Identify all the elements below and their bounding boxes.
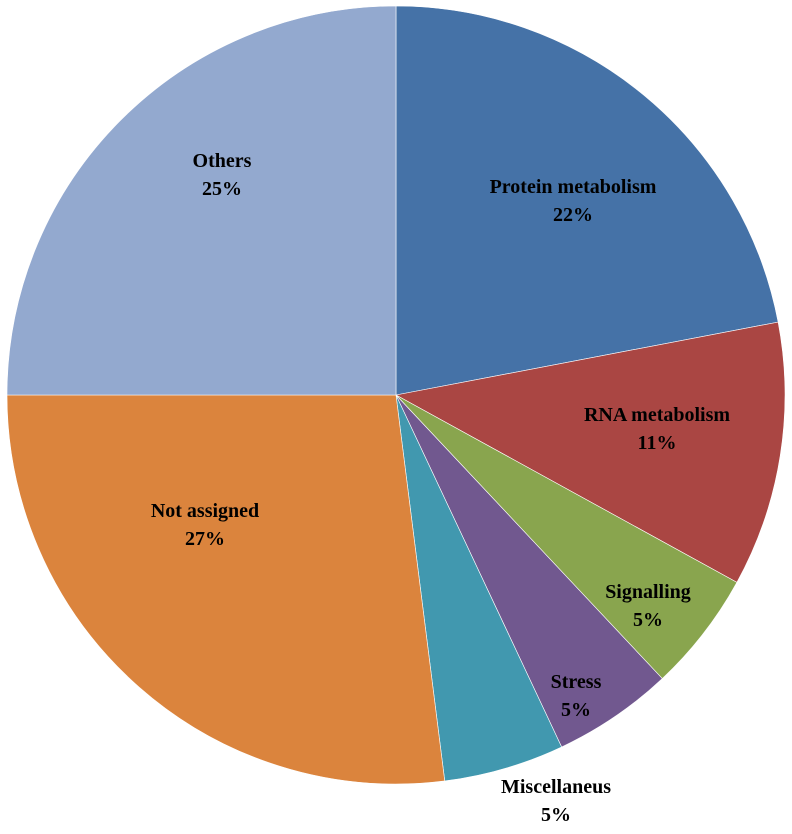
slice-label-miscellaneus: Miscellaneus <box>501 776 611 798</box>
slice-value-label-protein-metabolism: 22% <box>553 204 593 226</box>
labels-layer: Protein metabolism 22% RNA metabolism 11% Si… <box>151 150 731 826</box>
slices-layer <box>6 5 786 785</box>
slice-label-others: Others <box>193 150 252 172</box>
slice-value-label-others: 25% <box>202 178 242 200</box>
slice-label-protein-metabolism: Protein metabolism <box>490 176 657 198</box>
slice-value-label-miscellaneus: 5% <box>541 804 571 826</box>
slice-label-signalling: Signalling <box>605 581 691 603</box>
pie-slice-rna-metabolism <box>395 321 786 583</box>
pie-slice-others <box>6 5 397 396</box>
slice-label-stress: Stress <box>551 671 602 693</box>
slice-label-not-assigned: Not assigned <box>151 500 259 522</box>
slice-value-label-stress: 5% <box>561 699 591 721</box>
slice-value-label-signalling: 5% <box>633 609 663 631</box>
slice-value-label-rna-metabolism: 11% <box>638 432 677 454</box>
slice-label-rna-metabolism: RNA metabolism <box>584 404 730 426</box>
slice-value-label-not-assigned: 27% <box>185 528 225 550</box>
pie-slice-not-assigned <box>6 394 446 785</box>
pie-slice-protein-metabolism <box>395 5 779 396</box>
